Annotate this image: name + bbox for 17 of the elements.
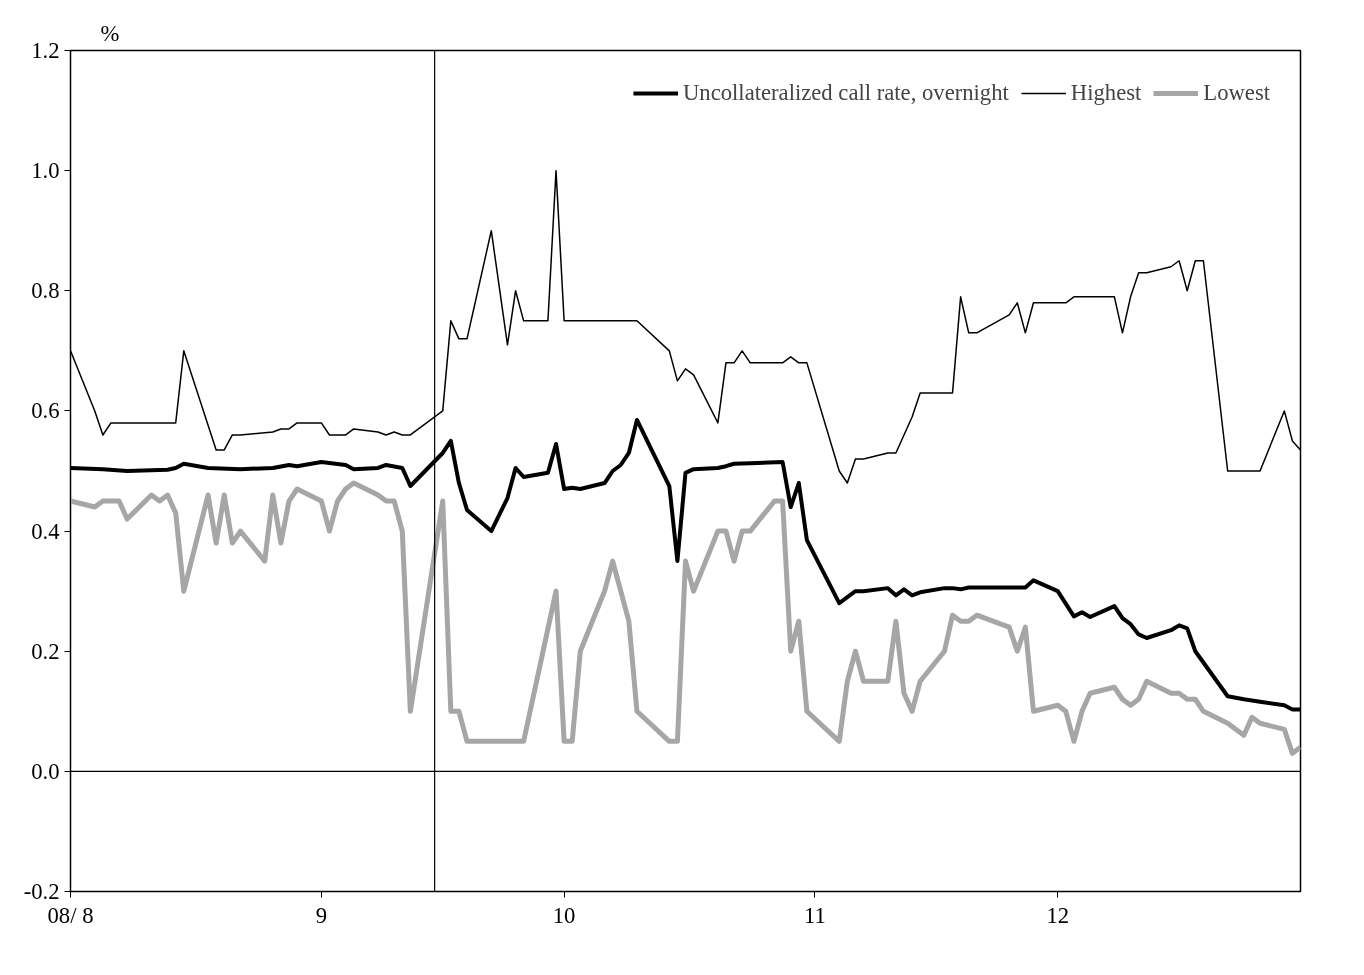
y-tick-label: 1.0 xyxy=(31,158,60,184)
x-tick-label: 12 xyxy=(1046,902,1070,928)
y-tick-label: 1.2 xyxy=(31,38,60,63)
legend-label: Highest xyxy=(1070,80,1142,106)
legend-label: Lowest xyxy=(1203,80,1270,106)
y-tick-label: 0.8 xyxy=(31,278,60,304)
y-axis-title: % xyxy=(100,20,120,46)
x-tick-label: 08/ 8 xyxy=(47,902,94,928)
x-tick-label: 9 xyxy=(315,902,328,928)
x-tick-label: 11 xyxy=(804,902,826,928)
legend-label: Uncollateralized call rate, overnight xyxy=(682,80,1009,106)
y-tick-label: 0.4 xyxy=(31,518,60,544)
y-tick-label: 0.2 xyxy=(31,638,60,664)
x-tick-label: 10 xyxy=(552,902,576,928)
y-tick-label: 0.6 xyxy=(31,398,60,424)
y-tick-label: 0.0 xyxy=(31,758,60,784)
y-tick-label: -0.2 xyxy=(23,879,60,904)
